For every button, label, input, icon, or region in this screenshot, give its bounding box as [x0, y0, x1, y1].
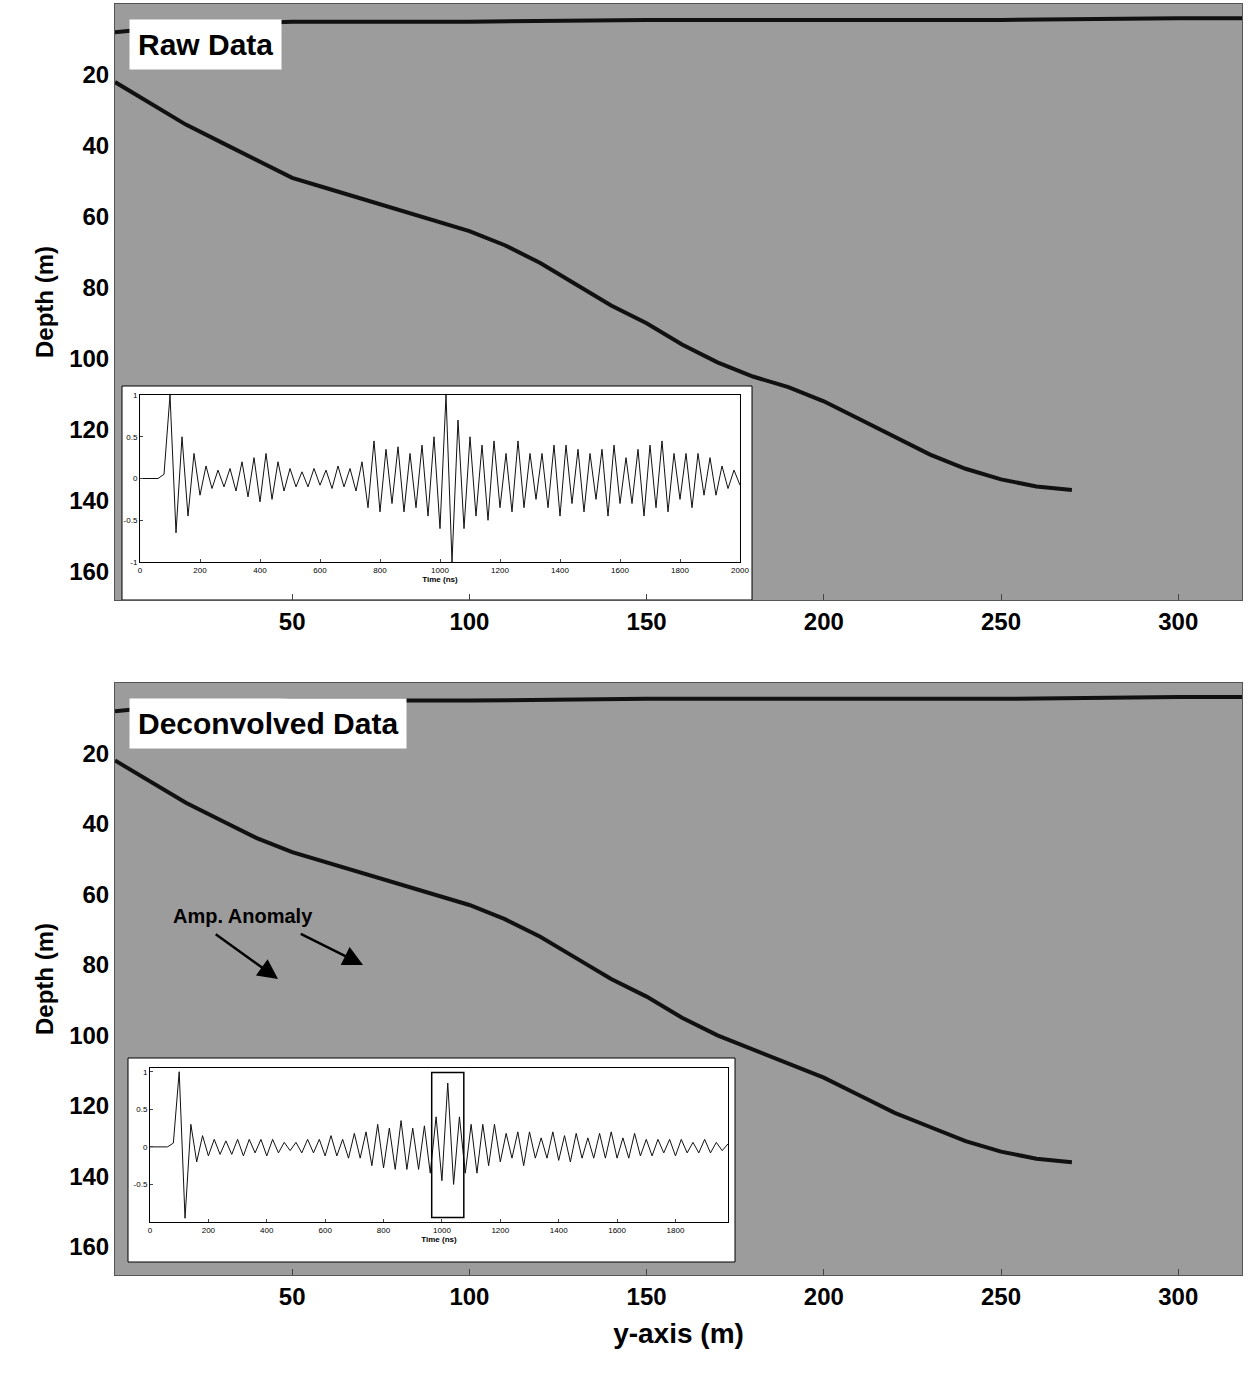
svg-text:Deconvolved Data: Deconvolved Data [138, 707, 398, 740]
svg-text:300: 300 [1158, 1283, 1198, 1310]
svg-text:250: 250 [981, 608, 1021, 635]
svg-text:120: 120 [69, 1092, 109, 1119]
svg-text:0: 0 [143, 1143, 148, 1152]
svg-text:0: 0 [148, 1226, 153, 1235]
svg-text:80: 80 [82, 274, 109, 301]
svg-text:1400: 1400 [551, 566, 569, 575]
svg-text:50: 50 [279, 608, 306, 635]
svg-text:300: 300 [1158, 608, 1198, 635]
svg-text:100: 100 [449, 608, 489, 635]
svg-text:Raw Data: Raw Data [138, 28, 273, 61]
svg-text:1400: 1400 [550, 1226, 568, 1235]
svg-text:0.5: 0.5 [126, 433, 138, 442]
svg-text:120: 120 [69, 416, 109, 443]
svg-text:-0.5: -0.5 [124, 516, 138, 525]
svg-text:1: 1 [143, 1068, 148, 1077]
svg-text:200: 200 [193, 566, 207, 575]
svg-text:Depth (m): Depth (m) [31, 923, 58, 1035]
svg-text:100: 100 [69, 1022, 109, 1049]
svg-text:80: 80 [82, 951, 109, 978]
svg-text:20: 20 [82, 61, 109, 88]
svg-text:1600: 1600 [611, 566, 629, 575]
svg-text:150: 150 [627, 1283, 667, 1310]
svg-text:40: 40 [82, 132, 109, 159]
svg-text:0: 0 [133, 474, 138, 483]
svg-text:1200: 1200 [491, 566, 509, 575]
svg-text:Time (ns): Time (ns) [422, 575, 458, 584]
svg-text:50: 50 [279, 1283, 306, 1310]
svg-text:Depth (m): Depth (m) [31, 246, 58, 358]
svg-text:160: 160 [69, 558, 109, 585]
svg-text:1800: 1800 [671, 566, 689, 575]
svg-text:0: 0 [138, 566, 143, 575]
svg-text:0.5: 0.5 [136, 1105, 148, 1114]
svg-text:800: 800 [377, 1226, 391, 1235]
svg-text:60: 60 [82, 203, 109, 230]
svg-text:160: 160 [69, 1233, 109, 1260]
svg-text:1200: 1200 [491, 1226, 509, 1235]
svg-text:1800: 1800 [667, 1226, 685, 1235]
svg-text:Time (ns): Time (ns) [421, 1235, 457, 1244]
svg-text:800: 800 [373, 566, 387, 575]
svg-text:100: 100 [449, 1283, 489, 1310]
svg-text:1000: 1000 [431, 566, 449, 575]
svg-text:400: 400 [260, 1226, 274, 1235]
svg-text:-1: -1 [130, 558, 138, 567]
svg-text:140: 140 [69, 487, 109, 514]
svg-text:1600: 1600 [608, 1226, 626, 1235]
svg-text:1000: 1000 [433, 1226, 451, 1235]
svg-text:250: 250 [981, 1283, 1021, 1310]
svg-text:40: 40 [82, 810, 109, 837]
svg-text:100: 100 [69, 345, 109, 372]
svg-text:Amp. Anomaly: Amp. Anomaly [173, 905, 313, 927]
svg-text:600: 600 [313, 566, 327, 575]
svg-text:600: 600 [318, 1226, 332, 1235]
svg-text:1: 1 [133, 391, 138, 400]
svg-text:20: 20 [82, 740, 109, 767]
svg-text:200: 200 [202, 1226, 216, 1235]
svg-text:2000: 2000 [731, 566, 749, 575]
svg-text:200: 200 [804, 1283, 844, 1310]
svg-text:400: 400 [253, 566, 267, 575]
svg-text:150: 150 [627, 608, 667, 635]
svg-text:140: 140 [69, 1163, 109, 1190]
svg-text:y-axis (m): y-axis (m) [613, 1318, 744, 1349]
svg-text:200: 200 [804, 608, 844, 635]
svg-text:60: 60 [82, 881, 109, 908]
svg-text:-0.5: -0.5 [134, 1180, 148, 1189]
